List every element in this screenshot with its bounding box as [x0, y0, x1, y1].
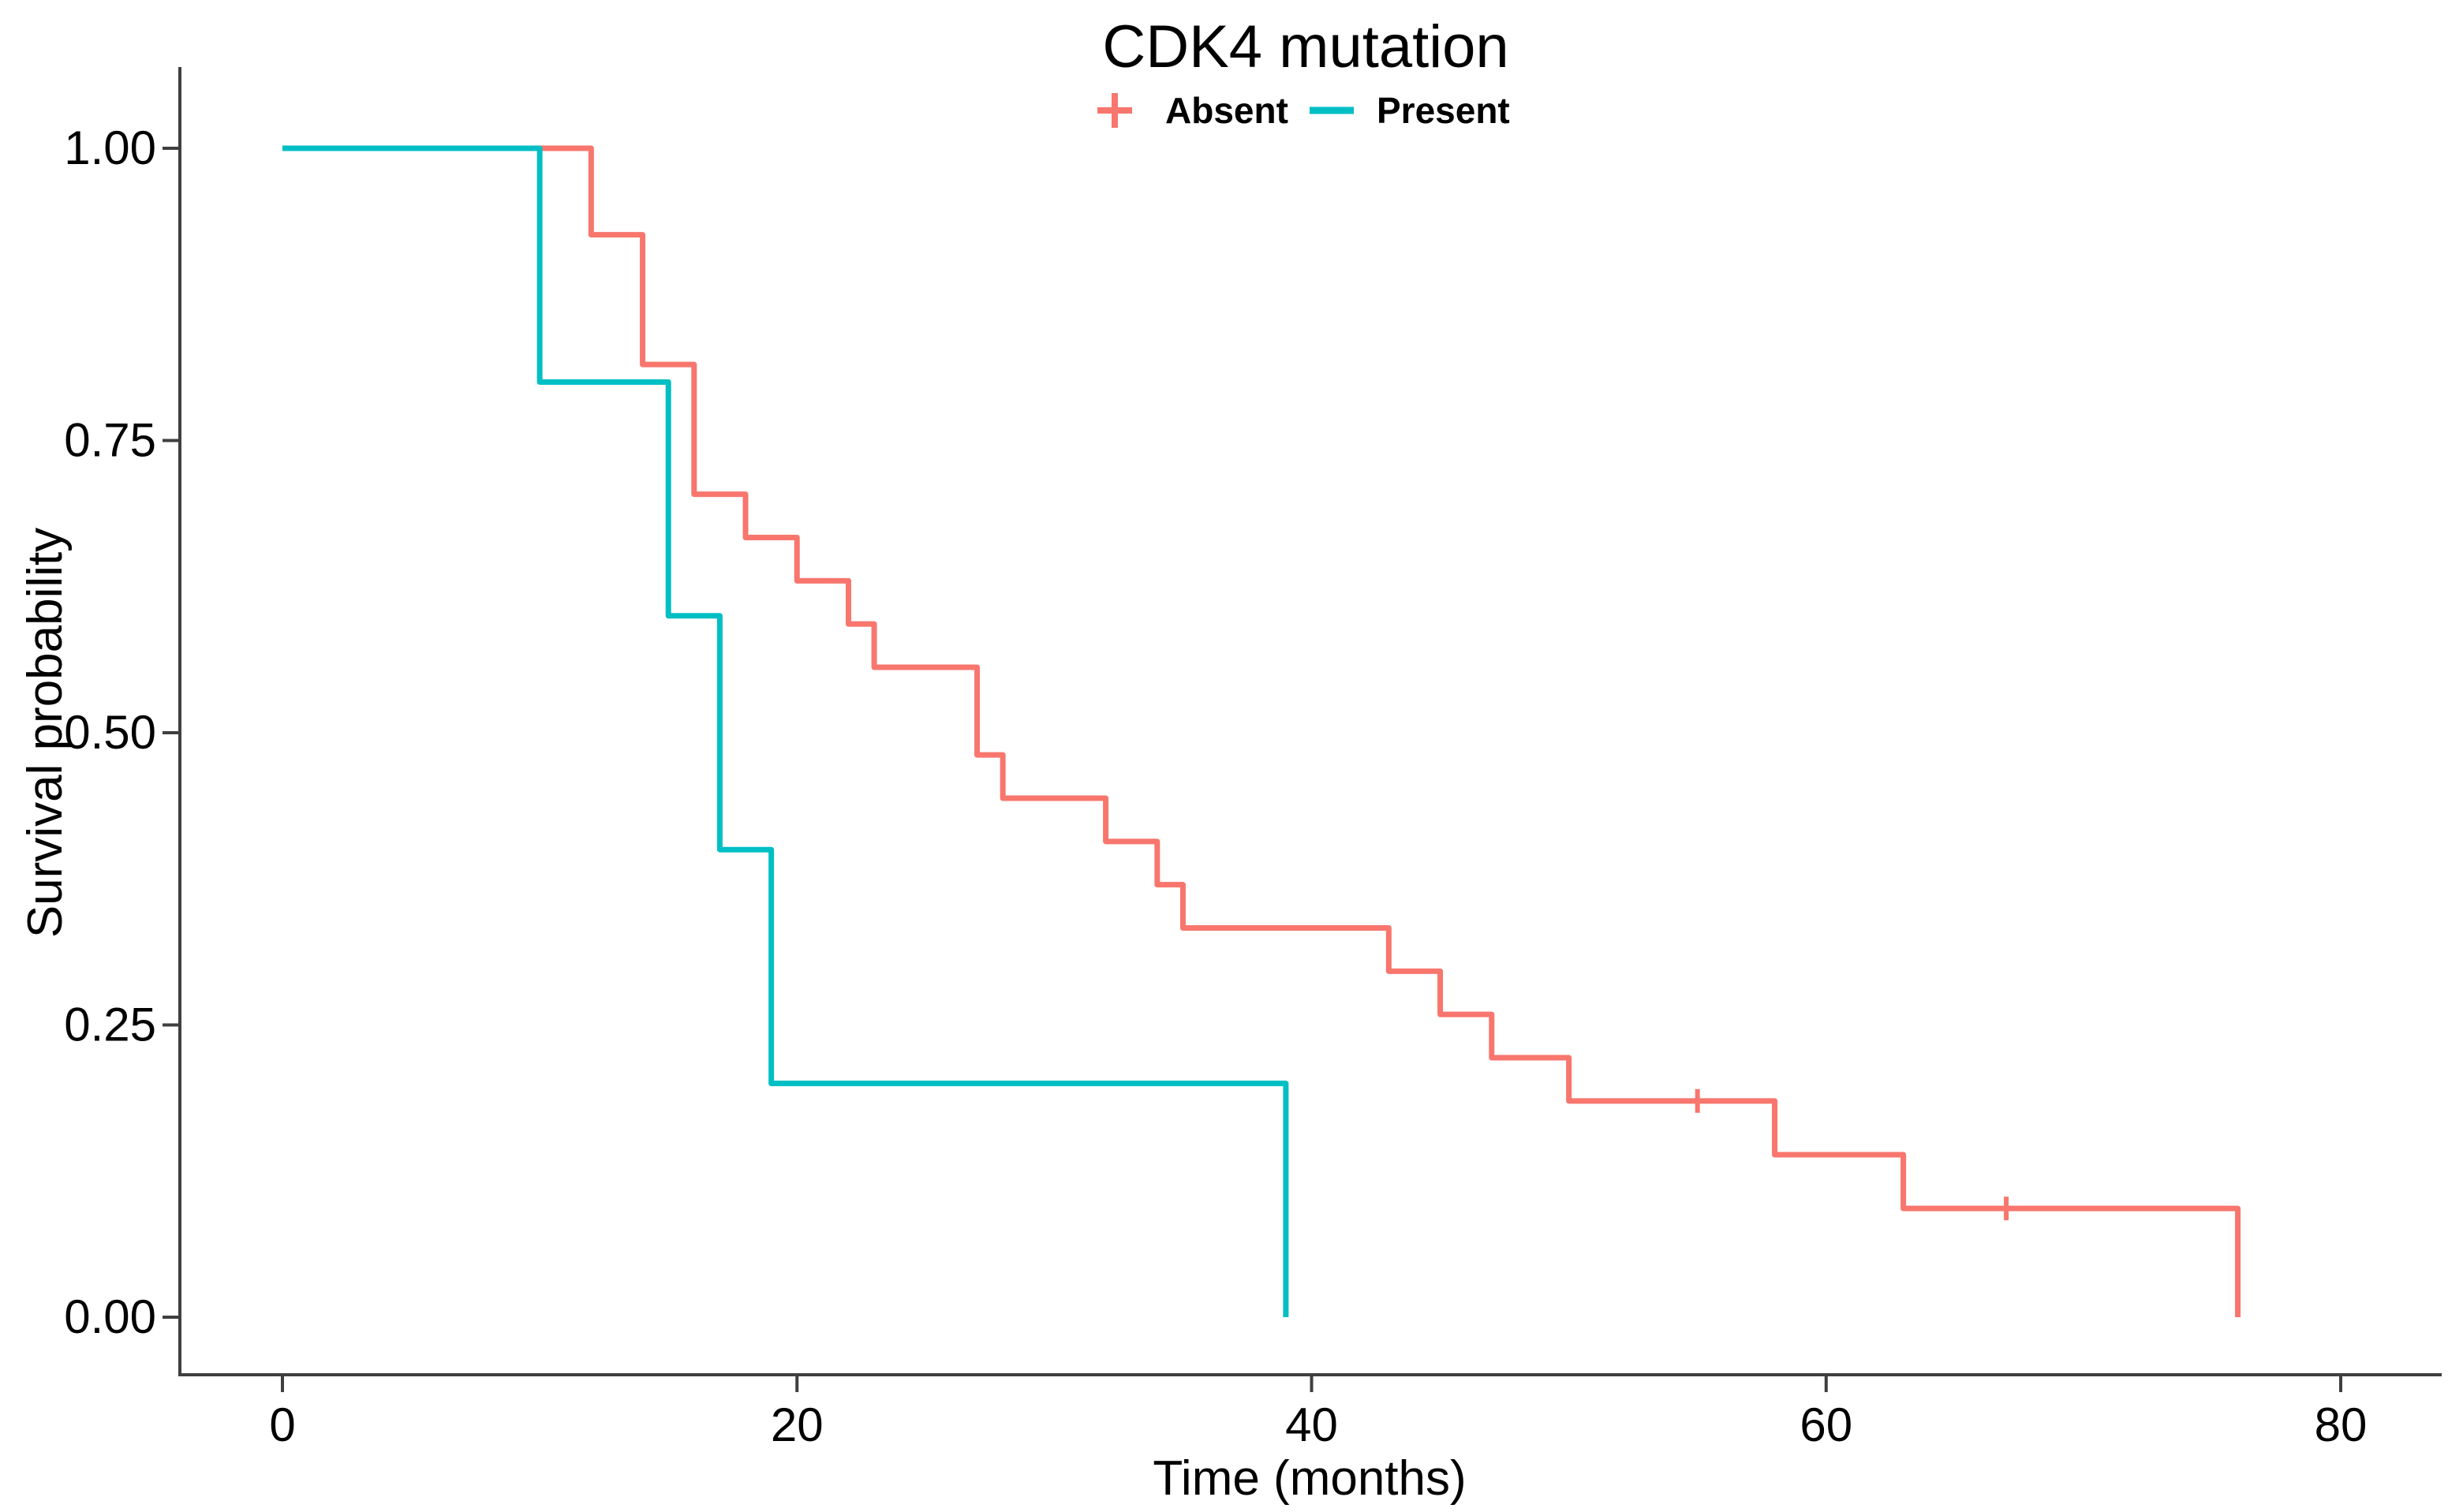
x-tick-label: 60	[1800, 1398, 1852, 1451]
x-tick-label: 40	[1285, 1398, 1338, 1451]
chart-title: CDK4 mutation	[1102, 13, 1508, 80]
y-axis-title: Survival probability	[18, 528, 73, 938]
legend-label-present: Present	[1377, 90, 1510, 131]
legend: Absent Present	[1097, 90, 1510, 131]
x-tick-label: 80	[2315, 1398, 2368, 1451]
survival-curve-absent	[282, 145, 2241, 1317]
censor-plus-icon	[1685, 1088, 1710, 1113]
x-axis-title: Time (months)	[1153, 1451, 1466, 1506]
survival-curves	[282, 145, 2241, 1317]
censor-plus-icon	[1994, 1197, 2019, 1221]
y-tick-label: 1.00	[64, 121, 156, 174]
y-tick-label: 0.50	[64, 706, 156, 759]
y-tick-label: 0.00	[64, 1290, 156, 1343]
x-tick-label: 0	[269, 1398, 295, 1451]
y-axis-ticks: 1.00 0.75 0.50 0.25 0.00	[64, 121, 180, 1343]
legend-label-absent: Absent	[1165, 90, 1288, 131]
x-tick-label: 20	[771, 1398, 824, 1451]
y-tick-label: 0.25	[64, 999, 156, 1051]
x-axis-ticks: 0 20 40 60 80	[269, 1375, 2367, 1451]
survival-curve-present	[282, 145, 1289, 1317]
y-tick-label: 0.75	[64, 414, 156, 467]
plus-cross-icon	[1097, 93, 1132, 128]
